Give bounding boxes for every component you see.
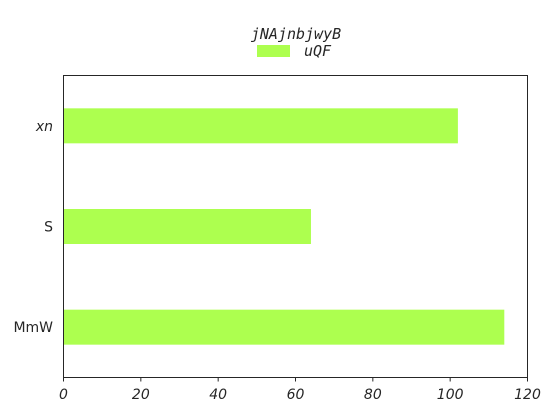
x-axis: 0 20 40 60 80 100 120	[59, 377, 541, 403]
y-tick-label-MmW: MmW	[13, 320, 53, 336]
x-tick-label-100: 100	[437, 387, 464, 403]
bar-S	[63, 209, 311, 244]
bar-xn	[63, 108, 458, 144]
bars-group	[63, 108, 505, 345]
x-tick-label-40: 40	[209, 387, 227, 403]
chart-legend: uQF	[257, 42, 332, 60]
y-tick-label-S: S	[44, 220, 53, 236]
x-tick-label-80: 80	[364, 387, 382, 403]
plot-area-frame	[63, 75, 528, 378]
x-tick-label-20: 20	[132, 387, 150, 403]
x-tick-label-60: 60	[287, 387, 305, 403]
legend-swatch-0	[257, 45, 290, 57]
chart-title: jNAjnbjwyB	[251, 25, 341, 43]
x-tick-label-0: 0	[59, 387, 68, 403]
y-axis: MmW Sxn	[13, 119, 53, 336]
y-tick-label-xn: xn	[35, 119, 53, 135]
legend-label-0: uQF	[304, 42, 332, 60]
x-tick-label-120: 120	[514, 387, 541, 403]
bar-MmW	[63, 309, 505, 345]
